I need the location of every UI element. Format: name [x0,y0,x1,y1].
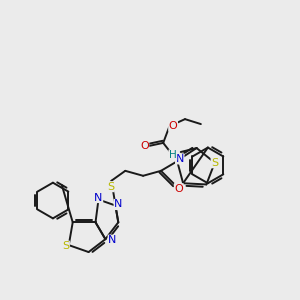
Text: S: S [107,182,114,192]
Text: O: O [169,121,178,131]
Text: S: S [211,158,218,168]
Text: N: N [94,193,103,202]
Text: O: O [140,141,149,151]
Text: S: S [62,241,69,251]
Text: N: N [114,200,122,209]
Text: O: O [174,184,183,194]
Text: H: H [169,150,177,160]
Text: N: N [108,235,116,245]
Text: N: N [176,154,184,164]
